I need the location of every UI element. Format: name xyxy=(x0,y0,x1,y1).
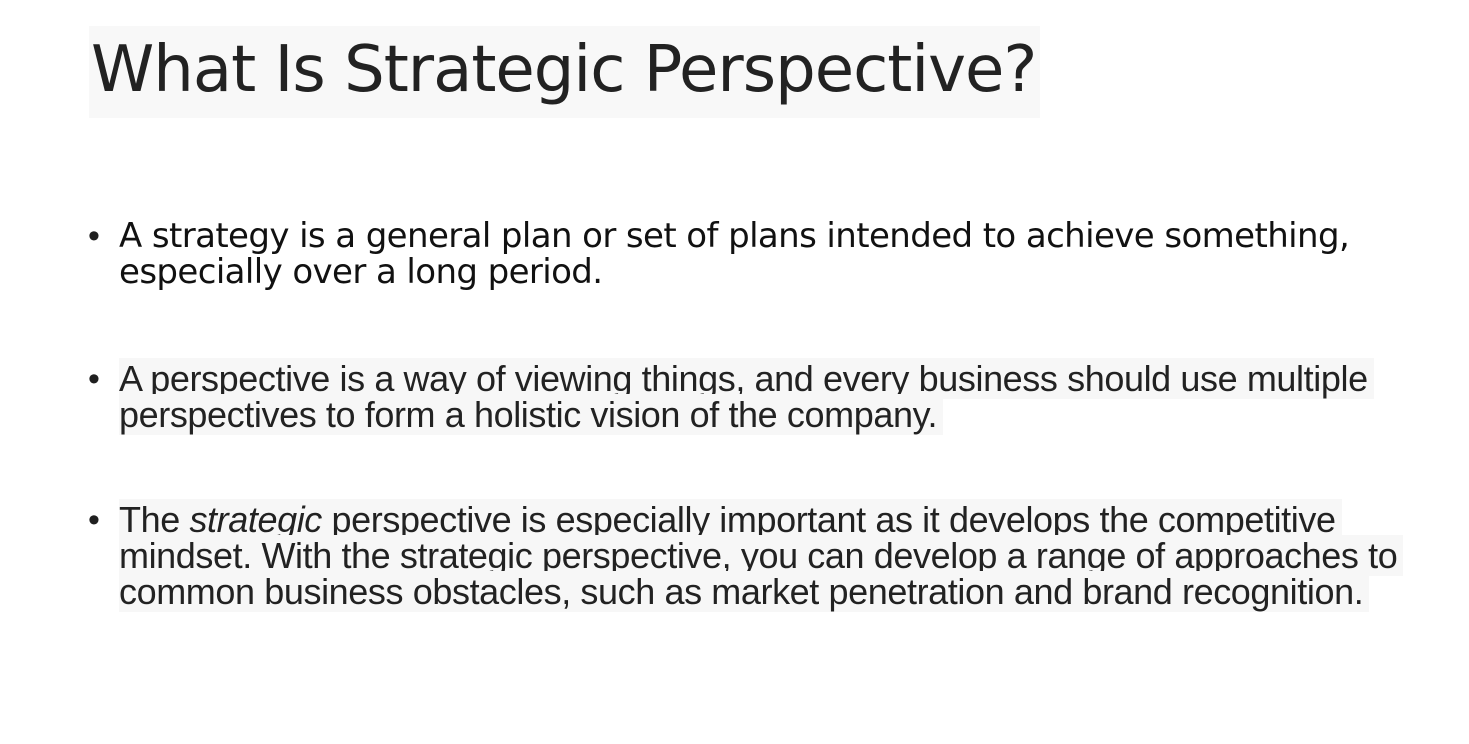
bullet-icon: • xyxy=(88,217,100,255)
bullet-icon: • xyxy=(88,501,100,539)
bullet-icon: • xyxy=(88,360,100,398)
bullet-text-after: perspective is especially important as i… xyxy=(119,499,1398,612)
bullet-text-wrapper: A perspective is a way of viewing things… xyxy=(119,358,1449,435)
bullet-text-before: The xyxy=(119,499,190,540)
bullet-text-italic: strategic xyxy=(189,499,322,540)
bullet-text: A perspective is a way of viewing things… xyxy=(119,358,1374,435)
slide-title: What Is Strategic Perspective? xyxy=(89,26,1041,118)
bullet-text-content: The strategic perspective is especially … xyxy=(119,499,1404,612)
bullet-text-wrapper: The strategic perspective is especially … xyxy=(119,499,1459,612)
bullet-text: A strategy is a general plan or set of p… xyxy=(119,216,1350,292)
